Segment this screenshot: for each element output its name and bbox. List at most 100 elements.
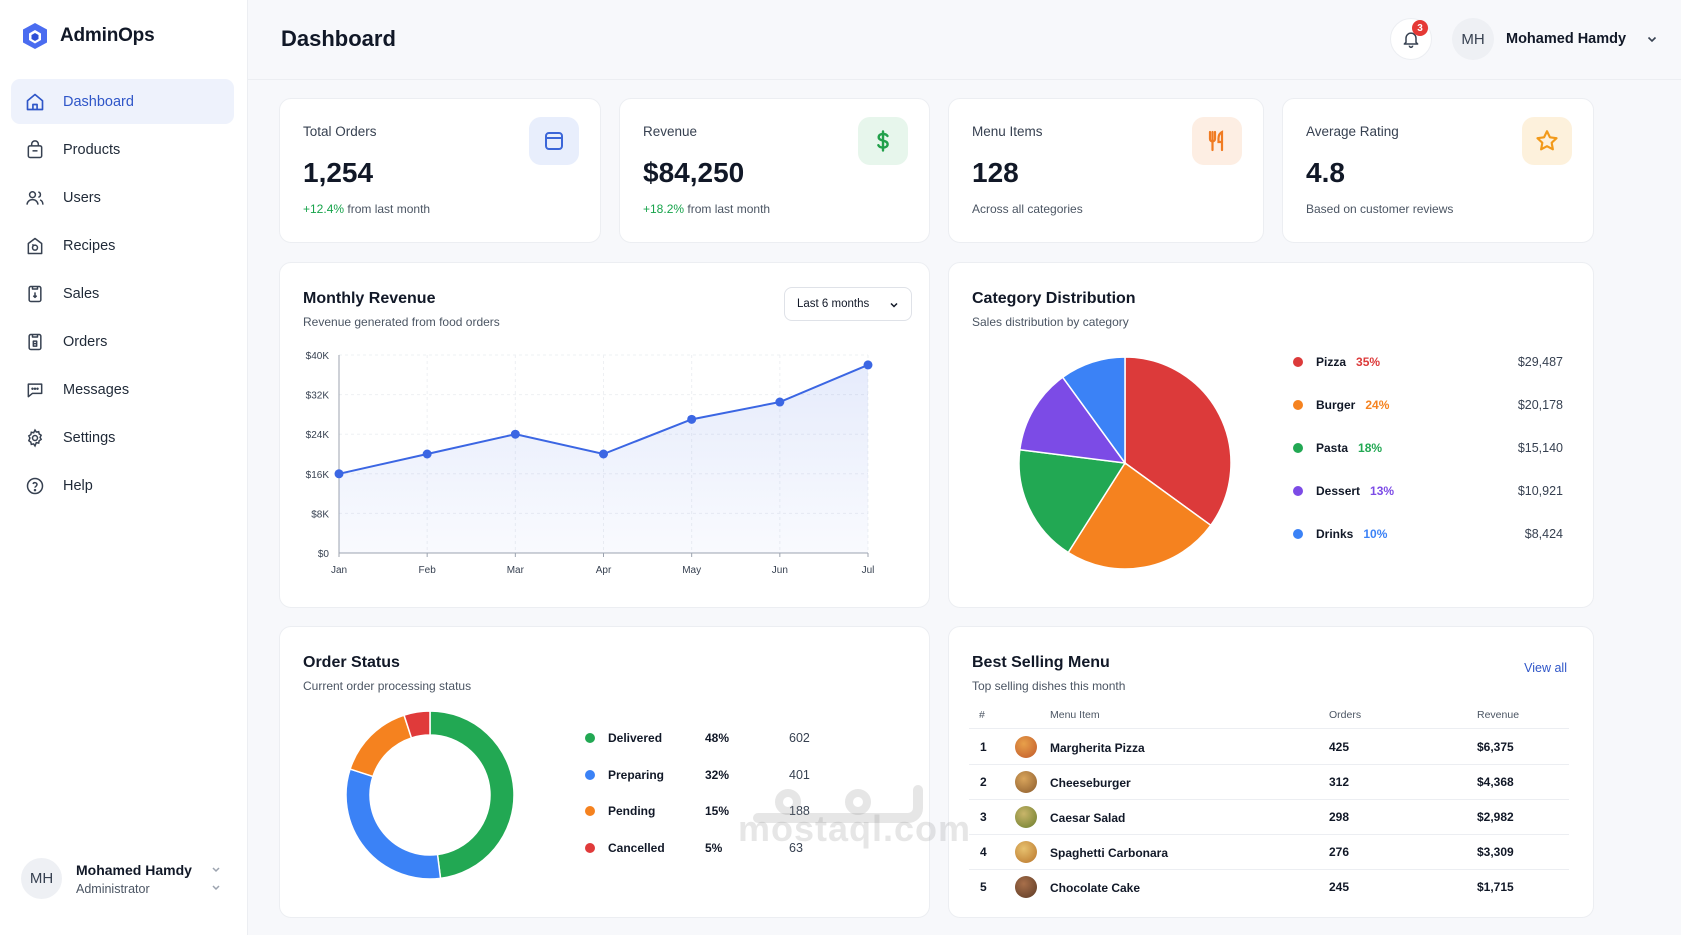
row-rank: 3 (980, 810, 987, 824)
sidebar-item-products[interactable]: Products (11, 127, 234, 172)
sales-icon (28, 285, 42, 302)
order-status-donut-chart (345, 710, 515, 880)
row-rank: 4 (980, 845, 987, 859)
package-icon (27, 139, 43, 158)
pie-slice-pizza (1124, 356, 1232, 527)
y-tick-label: $8K (311, 509, 329, 520)
legend-item: Burger 24% $20,178 (1293, 398, 1563, 412)
pie-slice-drinks (1061, 356, 1126, 466)
status-count: 63 (789, 840, 803, 855)
avatar: MH (21, 858, 62, 899)
user-name: Mohamed Hamdy (76, 861, 192, 878)
watermark-logo (753, 785, 923, 823)
help-icon (26, 477, 44, 494)
donut-slice-cancelled (403, 710, 431, 739)
watermark-text: mostaql.com (738, 808, 972, 849)
revenue-line-chart: $0 $8K $16K $24K $32K $40K Jan Feb Mar Apr May Jun J… (306, 351, 875, 576)
x-tick-label: Jul (862, 565, 875, 576)
status-row: Pending 15% 188 (585, 804, 855, 818)
sidebar-user-card[interactable]: MH Mohamed Hamdy Administrator (21, 858, 221, 899)
card-title: Order Status (303, 654, 400, 671)
calendar-icon (545, 132, 563, 150)
legend-amount: $15,140 (1517, 441, 1563, 455)
bell-icon (1403, 32, 1419, 49)
sidebar-item-settings[interactable]: Settings (11, 415, 234, 460)
monthly-revenue-card: Monthly Revenue Revenue generated from f… (279, 262, 930, 608)
status-row: Preparing 32% 401 (585, 768, 855, 782)
data-point (687, 414, 697, 424)
row-rank: 1 (980, 740, 987, 754)
sidebar-item-sales[interactable]: Sales (11, 271, 234, 316)
data-point (599, 449, 608, 459)
brand[interactable]: AdminOps (22, 22, 155, 50)
status-dot (585, 806, 595, 816)
row-orders: 245 (1329, 880, 1350, 894)
user-role: Administrator (76, 881, 150, 896)
y-tick-label: $40K (306, 351, 330, 362)
sidebar-item-orders[interactable]: Orders (11, 319, 234, 364)
y-tick-label: $0 (318, 549, 330, 560)
sidebar-item-label: Recipes (63, 237, 116, 254)
legend-dot (1293, 357, 1303, 367)
sidebar-item-label: Help (63, 477, 93, 494)
row-item: Spaghetti Carbonara (1050, 846, 1169, 860)
row-rank: 5 (980, 880, 987, 894)
stat-icon-box (858, 117, 908, 165)
donut-slice-preparing (345, 768, 442, 880)
sidebar-item-users[interactable]: Users (11, 175, 234, 220)
stat-icon-box (529, 117, 579, 165)
orders-icon (28, 333, 42, 350)
legend-amount: $20,178 (1517, 398, 1563, 412)
row-rank: 2 (980, 775, 987, 789)
sidebar-item-dashboard[interactable]: Dashboard (11, 79, 234, 124)
status-count: 602 (789, 731, 810, 745)
view-all-link[interactable]: View all (1524, 661, 1567, 675)
legend-label: Drinks (1316, 527, 1354, 541)
recipe-icon (27, 237, 43, 254)
pie-slice-burger (1067, 461, 1212, 570)
stat-label: Average Rating (1306, 124, 1399, 139)
card-subtitle: Top selling dishes this month (972, 679, 1126, 693)
x-tick-label: Jun (772, 565, 788, 576)
user-menu[interactable]: MH Mohamed Hamdy (1452, 18, 1658, 60)
legend-item: Pasta 18% $15,140 (1293, 441, 1563, 455)
stat-change-value: +18.2% (643, 202, 685, 216)
sidebar-item-help[interactable]: Help (11, 463, 234, 508)
sidebar-item-label: Users (63, 189, 101, 206)
stat-card-total-orders: Total Orders 1,254 +12.4% from last mont… (279, 98, 601, 243)
category-distribution-card: Category Distribution Sales distribution… (948, 262, 1594, 608)
best-selling-card: Best Selling Menu Top selling dishes thi… (948, 626, 1594, 918)
status-row: Delivered 48% 602 (585, 731, 855, 745)
donut-slice-pending (349, 714, 413, 778)
stat-card-revenue: Revenue $84,250 +18.2% from last month (619, 98, 930, 243)
data-point (510, 429, 520, 439)
data-point (775, 397, 785, 407)
x-tick-label: Feb (419, 565, 437, 576)
stat-value: 1,254 (303, 157, 374, 188)
stat-card-menu-items: Menu Items 128 Across all categories (948, 98, 1264, 243)
row-revenue: $3,309 (1477, 845, 1514, 859)
row-revenue: $4,368 (1477, 775, 1514, 789)
sidebar-item-recipes[interactable]: Recipes (11, 223, 234, 268)
donut-slice-delivered (429, 710, 515, 880)
row-item: Margherita Pizza (1050, 741, 1145, 755)
stat-change-text: from last month (684, 202, 771, 216)
data-point (863, 360, 873, 370)
sidebar-item-messages[interactable]: Messages (11, 367, 234, 412)
dish-thumbnail (1015, 806, 1037, 828)
user-name: Mohamed Hamdy (1506, 31, 1627, 47)
notification-badge: 3 (1412, 20, 1428, 36)
legend-percent: 10% (1363, 527, 1388, 541)
column-header-item: Menu Item (1050, 709, 1100, 721)
legend-item: Drinks 10% $8,424 (1293, 527, 1563, 541)
stat-label: Menu Items (972, 124, 1043, 139)
column-header-orders: Orders (1329, 709, 1362, 721)
card-title: Monthly Revenue (303, 290, 436, 307)
column-header-revenue: Revenue (1477, 709, 1520, 721)
chevron-down-icon (890, 302, 898, 308)
notification-button[interactable]: 3 (1390, 18, 1432, 60)
star-icon (1536, 130, 1558, 151)
stat-value: 4.8 (1306, 157, 1345, 188)
range-select[interactable]: Last 6 months (784, 287, 912, 321)
sidebar-item-label: Messages (63, 381, 130, 398)
